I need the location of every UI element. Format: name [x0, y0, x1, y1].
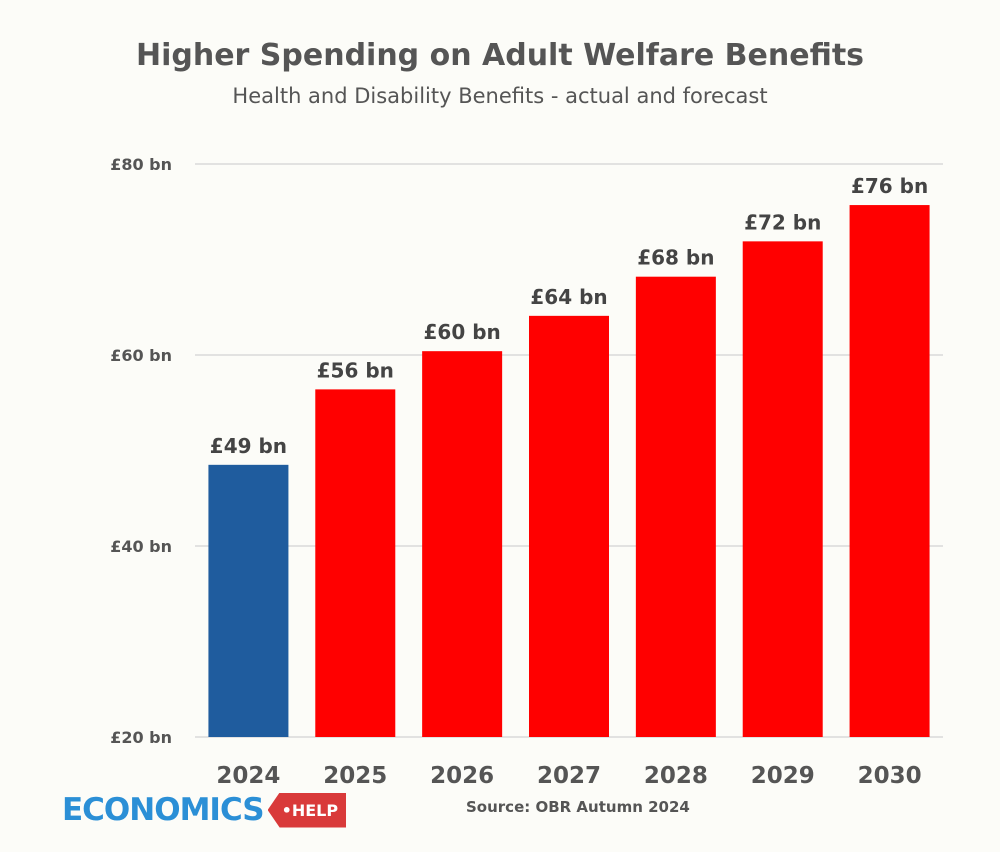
y-tick-label: £60 bn: [110, 346, 172, 365]
logo-tag: •HELP: [267, 792, 347, 828]
data-label: £49 bn: [210, 434, 287, 458]
x-tick-label: 2024: [216, 763, 280, 789]
data-label: £60 bn: [424, 320, 501, 344]
bar-2025: [315, 389, 396, 737]
x-tick-label: 2029: [751, 763, 815, 789]
data-label: £56 bn: [317, 358, 394, 382]
chart-subtitle: Health and Disability Benefits - actual …: [232, 84, 768, 108]
y-tick-label: £20 bn: [110, 728, 172, 747]
bar-2026: [422, 351, 503, 737]
x-tick-label: 2025: [323, 763, 387, 789]
data-label: £72 bn: [744, 210, 821, 234]
economics-help-logo: ECONOMICS •HELP: [62, 792, 347, 828]
data-label: £76 bn: [851, 174, 928, 198]
x-tick-label: 2026: [430, 763, 494, 789]
chart-title: Higher Spending on Adult Welfare Benefit…: [135, 38, 865, 73]
x-tick-label: 2028: [644, 763, 708, 789]
y-tick-label: £80 bn: [110, 155, 172, 174]
logo-text: ECONOMICS: [62, 792, 265, 828]
bar-2024: [208, 464, 289, 737]
x-tick-label: 2030: [858, 763, 922, 789]
bar-2027: [529, 315, 609, 737]
y-tick-label: £40 bn: [110, 537, 172, 556]
bar-2028: [635, 276, 716, 737]
bar-2030: [849, 205, 930, 737]
source-note: Source: OBR Autumn 2024: [466, 798, 690, 816]
x-tick-label: 2027: [537, 763, 601, 789]
data-label: £68 bn: [637, 246, 714, 270]
data-label: £64 bn: [530, 285, 607, 309]
bar-2029: [742, 241, 823, 738]
